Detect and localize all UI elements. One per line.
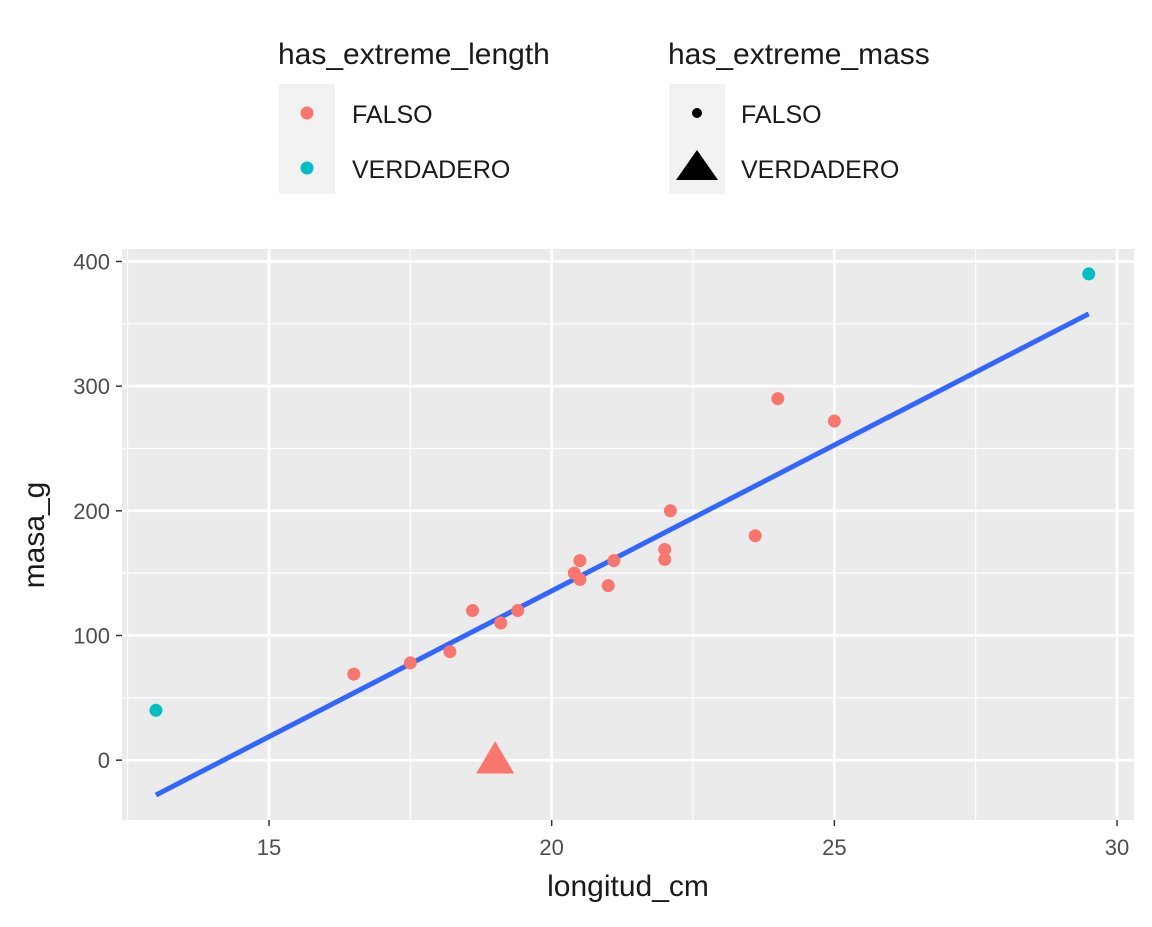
data-point-triangle (476, 741, 515, 774)
legend-color-key-false (300, 106, 314, 120)
data-point (149, 703, 163, 717)
legend-color-key-true (300, 161, 314, 175)
legend-shape-key-circle (692, 108, 702, 118)
legend-shape-label-true: VERDADERO (741, 156, 899, 184)
y-tick-label: 400 (73, 249, 110, 274)
y-axis-title: masa_g (18, 482, 51, 589)
data-point (658, 552, 672, 566)
x-tick-label: 25 (822, 835, 846, 860)
legend: has_extreme_length FALSO VERDADERO has_e… (278, 38, 930, 194)
data-point (573, 572, 587, 586)
data-point (443, 645, 457, 659)
legend-shape-label-false: FALSO (741, 101, 822, 129)
data-point (601, 579, 615, 593)
data-point (347, 667, 361, 681)
data-points (149, 267, 1096, 774)
data-point (494, 616, 508, 630)
legend-shape-key-triangle (676, 150, 718, 180)
legend-shape: has_extreme_mass FALSO VERDADERO (668, 38, 930, 194)
fit-line-group (154, 311, 1090, 798)
y-tick-label: 200 (73, 499, 110, 524)
legend-color-label-false: FALSO (352, 101, 433, 129)
legend-color-keys-bg (279, 84, 335, 194)
data-point (771, 392, 785, 406)
data-point (573, 554, 587, 568)
data-point (403, 656, 417, 670)
fit-line (154, 311, 1090, 798)
y-tick-label: 300 (73, 374, 110, 399)
data-point (511, 604, 525, 618)
data-point (658, 542, 672, 556)
legend-color: has_extreme_length FALSO VERDADERO (278, 38, 550, 194)
data-point (1082, 267, 1096, 281)
y-tick-label: 100 (73, 623, 110, 648)
grid (122, 249, 1134, 824)
x-tick-label: 15 (257, 835, 281, 860)
data-point (607, 554, 621, 568)
legend-color-label-true: VERDADERO (352, 156, 510, 184)
legend-shape-title: has_extreme_mass (668, 38, 930, 71)
legend-color-title: has_extreme_length (278, 38, 550, 71)
x-tick-label: 20 (539, 835, 563, 860)
x-axis-title: longitud_cm (547, 870, 709, 903)
data-point (748, 529, 762, 543)
data-point (827, 414, 841, 428)
y-tick-label: 0 (98, 748, 110, 773)
x-tick-label: 30 (1105, 835, 1129, 860)
data-point (663, 504, 677, 518)
data-point (466, 604, 480, 618)
